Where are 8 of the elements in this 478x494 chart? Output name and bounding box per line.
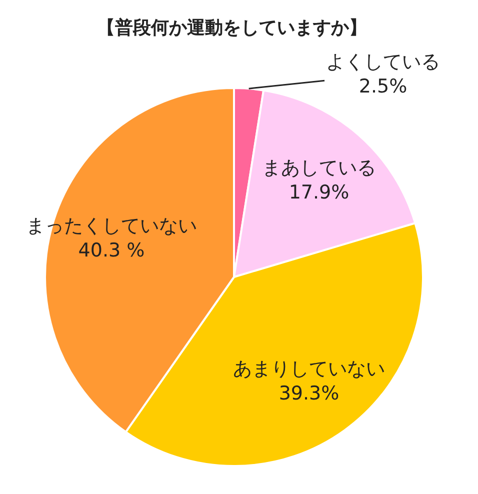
data-label: 39.3% xyxy=(278,382,340,405)
data-label: 2.5% xyxy=(358,76,408,98)
slice-label: あまりしていない xyxy=(233,358,385,380)
chart-title: 【普段何か運動をしていますか】 xyxy=(97,17,367,38)
data-label: 17.9% xyxy=(288,182,350,204)
data-label: 40.3 % xyxy=(78,240,145,262)
slice-label: まあしている xyxy=(262,157,376,179)
slice-label: よくしている xyxy=(326,51,440,73)
